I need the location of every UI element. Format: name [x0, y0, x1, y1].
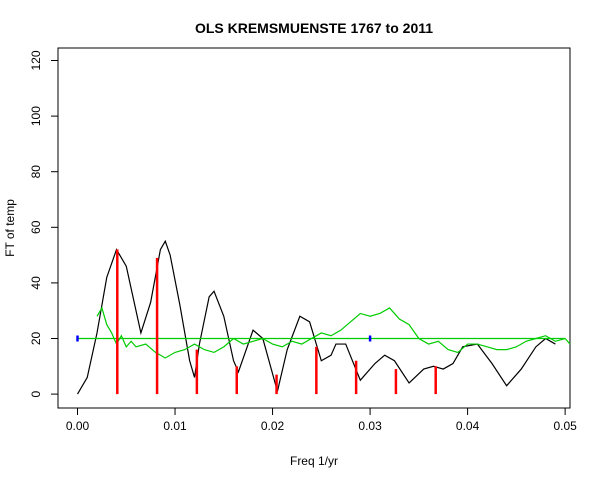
y-tick-label: 40 — [29, 276, 43, 290]
y-tick-label: 20 — [29, 332, 43, 346]
x-tick-label: 0.04 — [456, 419, 480, 433]
x-tick-label: 0.05 — [553, 419, 577, 433]
y-tick-label: 80 — [29, 165, 43, 179]
y-tick-label: 120 — [29, 50, 43, 70]
y-tick-label: 100 — [29, 106, 43, 126]
chart-title: OLS KREMSMUENSTE 1767 to 2011 — [195, 20, 433, 36]
x-tick-label: 0.03 — [358, 419, 382, 433]
y-axis-label: FT of temp — [3, 199, 17, 257]
x-tick-label: 0.02 — [261, 419, 285, 433]
x-axis-label: Freq 1/yr — [290, 454, 338, 468]
y-tick-label: 60 — [29, 220, 43, 234]
x-tick-label: 0.00 — [66, 419, 90, 433]
x-tick-label: 0.01 — [163, 419, 187, 433]
plot-box — [57, 47, 571, 409]
y-tick-label: 0 — [29, 390, 43, 397]
data-line — [96, 306, 571, 359]
